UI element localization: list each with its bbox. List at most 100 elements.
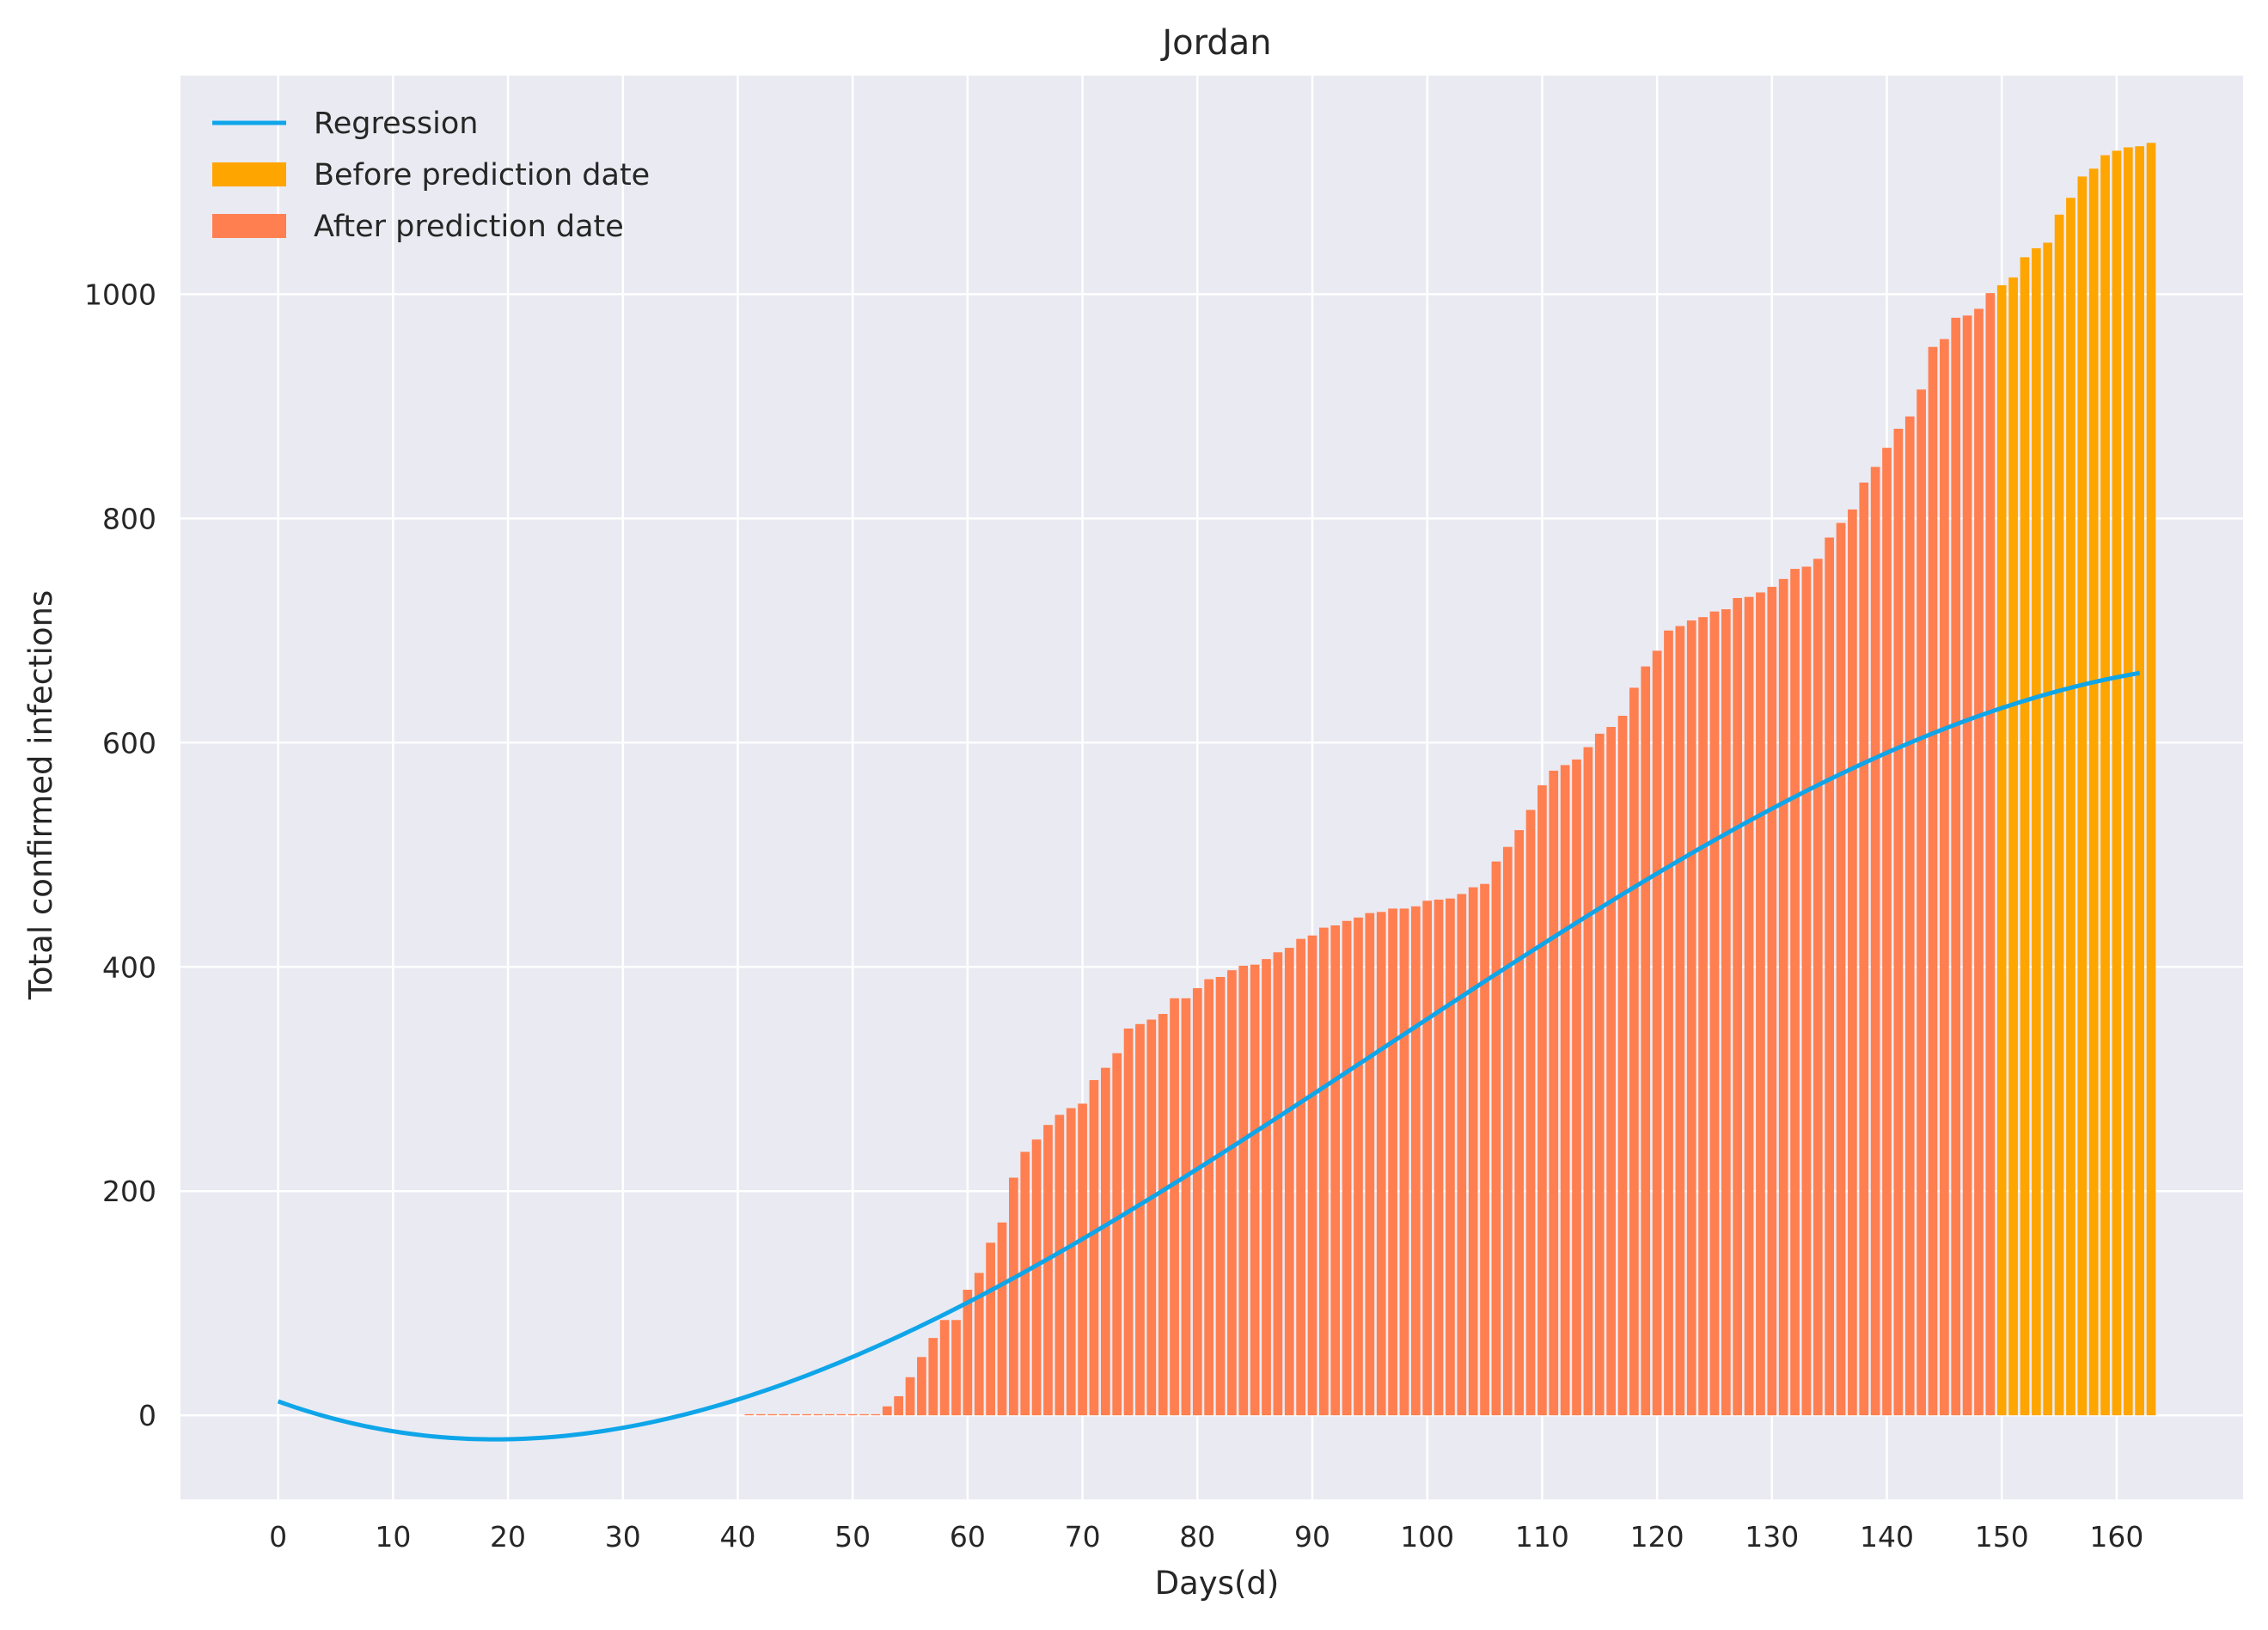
- x-tick-label: 10: [375, 1520, 411, 1554]
- bar: [790, 1413, 800, 1416]
- x-tick-label: 30: [605, 1520, 641, 1554]
- bar: [1434, 899, 1444, 1416]
- x-tick-label: 110: [1515, 1520, 1569, 1554]
- bar: [1468, 887, 1478, 1416]
- bar: [1514, 830, 1525, 1416]
- bar: [1767, 586, 1777, 1416]
- bar: [1319, 927, 1329, 1416]
- x-tick-label: 150: [1975, 1520, 2029, 1554]
- bar: [1801, 566, 1812, 1416]
- bar: [825, 1413, 834, 1416]
- bar: [1664, 630, 1673, 1416]
- bar: [1859, 482, 1869, 1416]
- bar: [928, 1338, 938, 1416]
- y-tick-label: 600: [102, 726, 156, 760]
- bar: [2008, 277, 2018, 1416]
- bar: [1365, 913, 1375, 1416]
- bar: [1756, 592, 1765, 1416]
- bar: [1652, 650, 1662, 1416]
- bar: [1330, 925, 1341, 1416]
- legend-label: Regression: [314, 107, 478, 141]
- x-tick-label: 100: [1400, 1520, 1454, 1554]
- bar: [2088, 168, 2099, 1416]
- bar: [974, 1273, 984, 1416]
- bar: [2123, 147, 2133, 1416]
- bar: [1560, 765, 1570, 1416]
- bar: [1135, 1023, 1145, 1416]
- bar: [779, 1413, 789, 1416]
- bar: [1549, 770, 1559, 1416]
- bar: [882, 1406, 892, 1416]
- x-tick-label: 90: [1294, 1520, 1330, 1554]
- bar: [2077, 176, 2088, 1416]
- x-tick-label: 130: [1745, 1520, 1799, 1554]
- bar: [1158, 1014, 1168, 1416]
- bar: [1641, 666, 1651, 1416]
- bar: [1043, 1125, 1053, 1416]
- bar: [1342, 920, 1352, 1416]
- bar: [1594, 733, 1605, 1416]
- bar: [802, 1413, 812, 1416]
- bar: [2146, 143, 2156, 1416]
- bar: [1192, 988, 1202, 1416]
- bar: [1446, 898, 1455, 1416]
- bar: [1904, 416, 1915, 1416]
- bar: [1055, 1114, 1065, 1416]
- bar: [2054, 214, 2064, 1416]
- x-tick-label: 0: [269, 1520, 287, 1554]
- bar: [1709, 611, 1720, 1416]
- bar: [1170, 998, 1179, 1416]
- bar: [1123, 1029, 1134, 1416]
- bar: [1572, 759, 1581, 1416]
- y-tick-label: 0: [138, 1399, 156, 1432]
- bar: [986, 1242, 995, 1416]
- bar: [1525, 809, 1536, 1416]
- bar: [1836, 522, 1846, 1416]
- x-tick-label: 80: [1179, 1520, 1215, 1554]
- bar: [1009, 1177, 1018, 1416]
- bar: [2135, 146, 2145, 1416]
- bar: [1606, 727, 1616, 1416]
- bar: [2112, 150, 2122, 1416]
- x-tick-label: 160: [2089, 1520, 2143, 1554]
- bar: [1227, 970, 1237, 1416]
- x-tick-label: 60: [950, 1520, 986, 1554]
- bar: [2020, 257, 2030, 1416]
- bar: [1262, 959, 1271, 1416]
- bar: [1078, 1103, 1087, 1416]
- bar: [1066, 1108, 1076, 1416]
- bar: [1617, 715, 1628, 1416]
- bar: [1893, 428, 1904, 1416]
- bar: [1870, 467, 1880, 1416]
- bar: [1813, 559, 1823, 1416]
- bar: [755, 1413, 766, 1416]
- legend-label: Before prediction date: [314, 158, 650, 192]
- bar: [836, 1413, 847, 1416]
- bar: [1480, 883, 1489, 1416]
- bar: [1916, 389, 1926, 1416]
- y-axis-ticks: 0 200 400 600 800 1000: [84, 278, 156, 1432]
- bar: [1250, 964, 1260, 1416]
- bar: [1146, 1019, 1157, 1416]
- bar: [744, 1413, 755, 1416]
- legend-label: After prediction date: [314, 210, 624, 244]
- bar: [1790, 569, 1800, 1416]
- x-tick-label: 20: [490, 1520, 526, 1554]
- bar: [1686, 620, 1696, 1416]
- bar: [1985, 293, 1996, 1416]
- bar: [1675, 626, 1685, 1416]
- bar: [1112, 1053, 1122, 1416]
- x-tick-label: 70: [1065, 1520, 1101, 1554]
- bar: [1996, 284, 2007, 1416]
- bar: [847, 1413, 858, 1416]
- bar: [1089, 1080, 1099, 1416]
- bar: [2043, 242, 2053, 1416]
- bar: [1974, 308, 1984, 1416]
- bar: [1825, 537, 1835, 1416]
- x-axis-ticks: 0 10 20 30 40 50 60 70 80 90 100 110 120 130 140 150 160: [269, 1520, 2143, 1554]
- bar: [1410, 906, 1421, 1416]
- bar: [1031, 1139, 1042, 1416]
- bar: [1629, 687, 1639, 1416]
- bar: [1284, 948, 1294, 1416]
